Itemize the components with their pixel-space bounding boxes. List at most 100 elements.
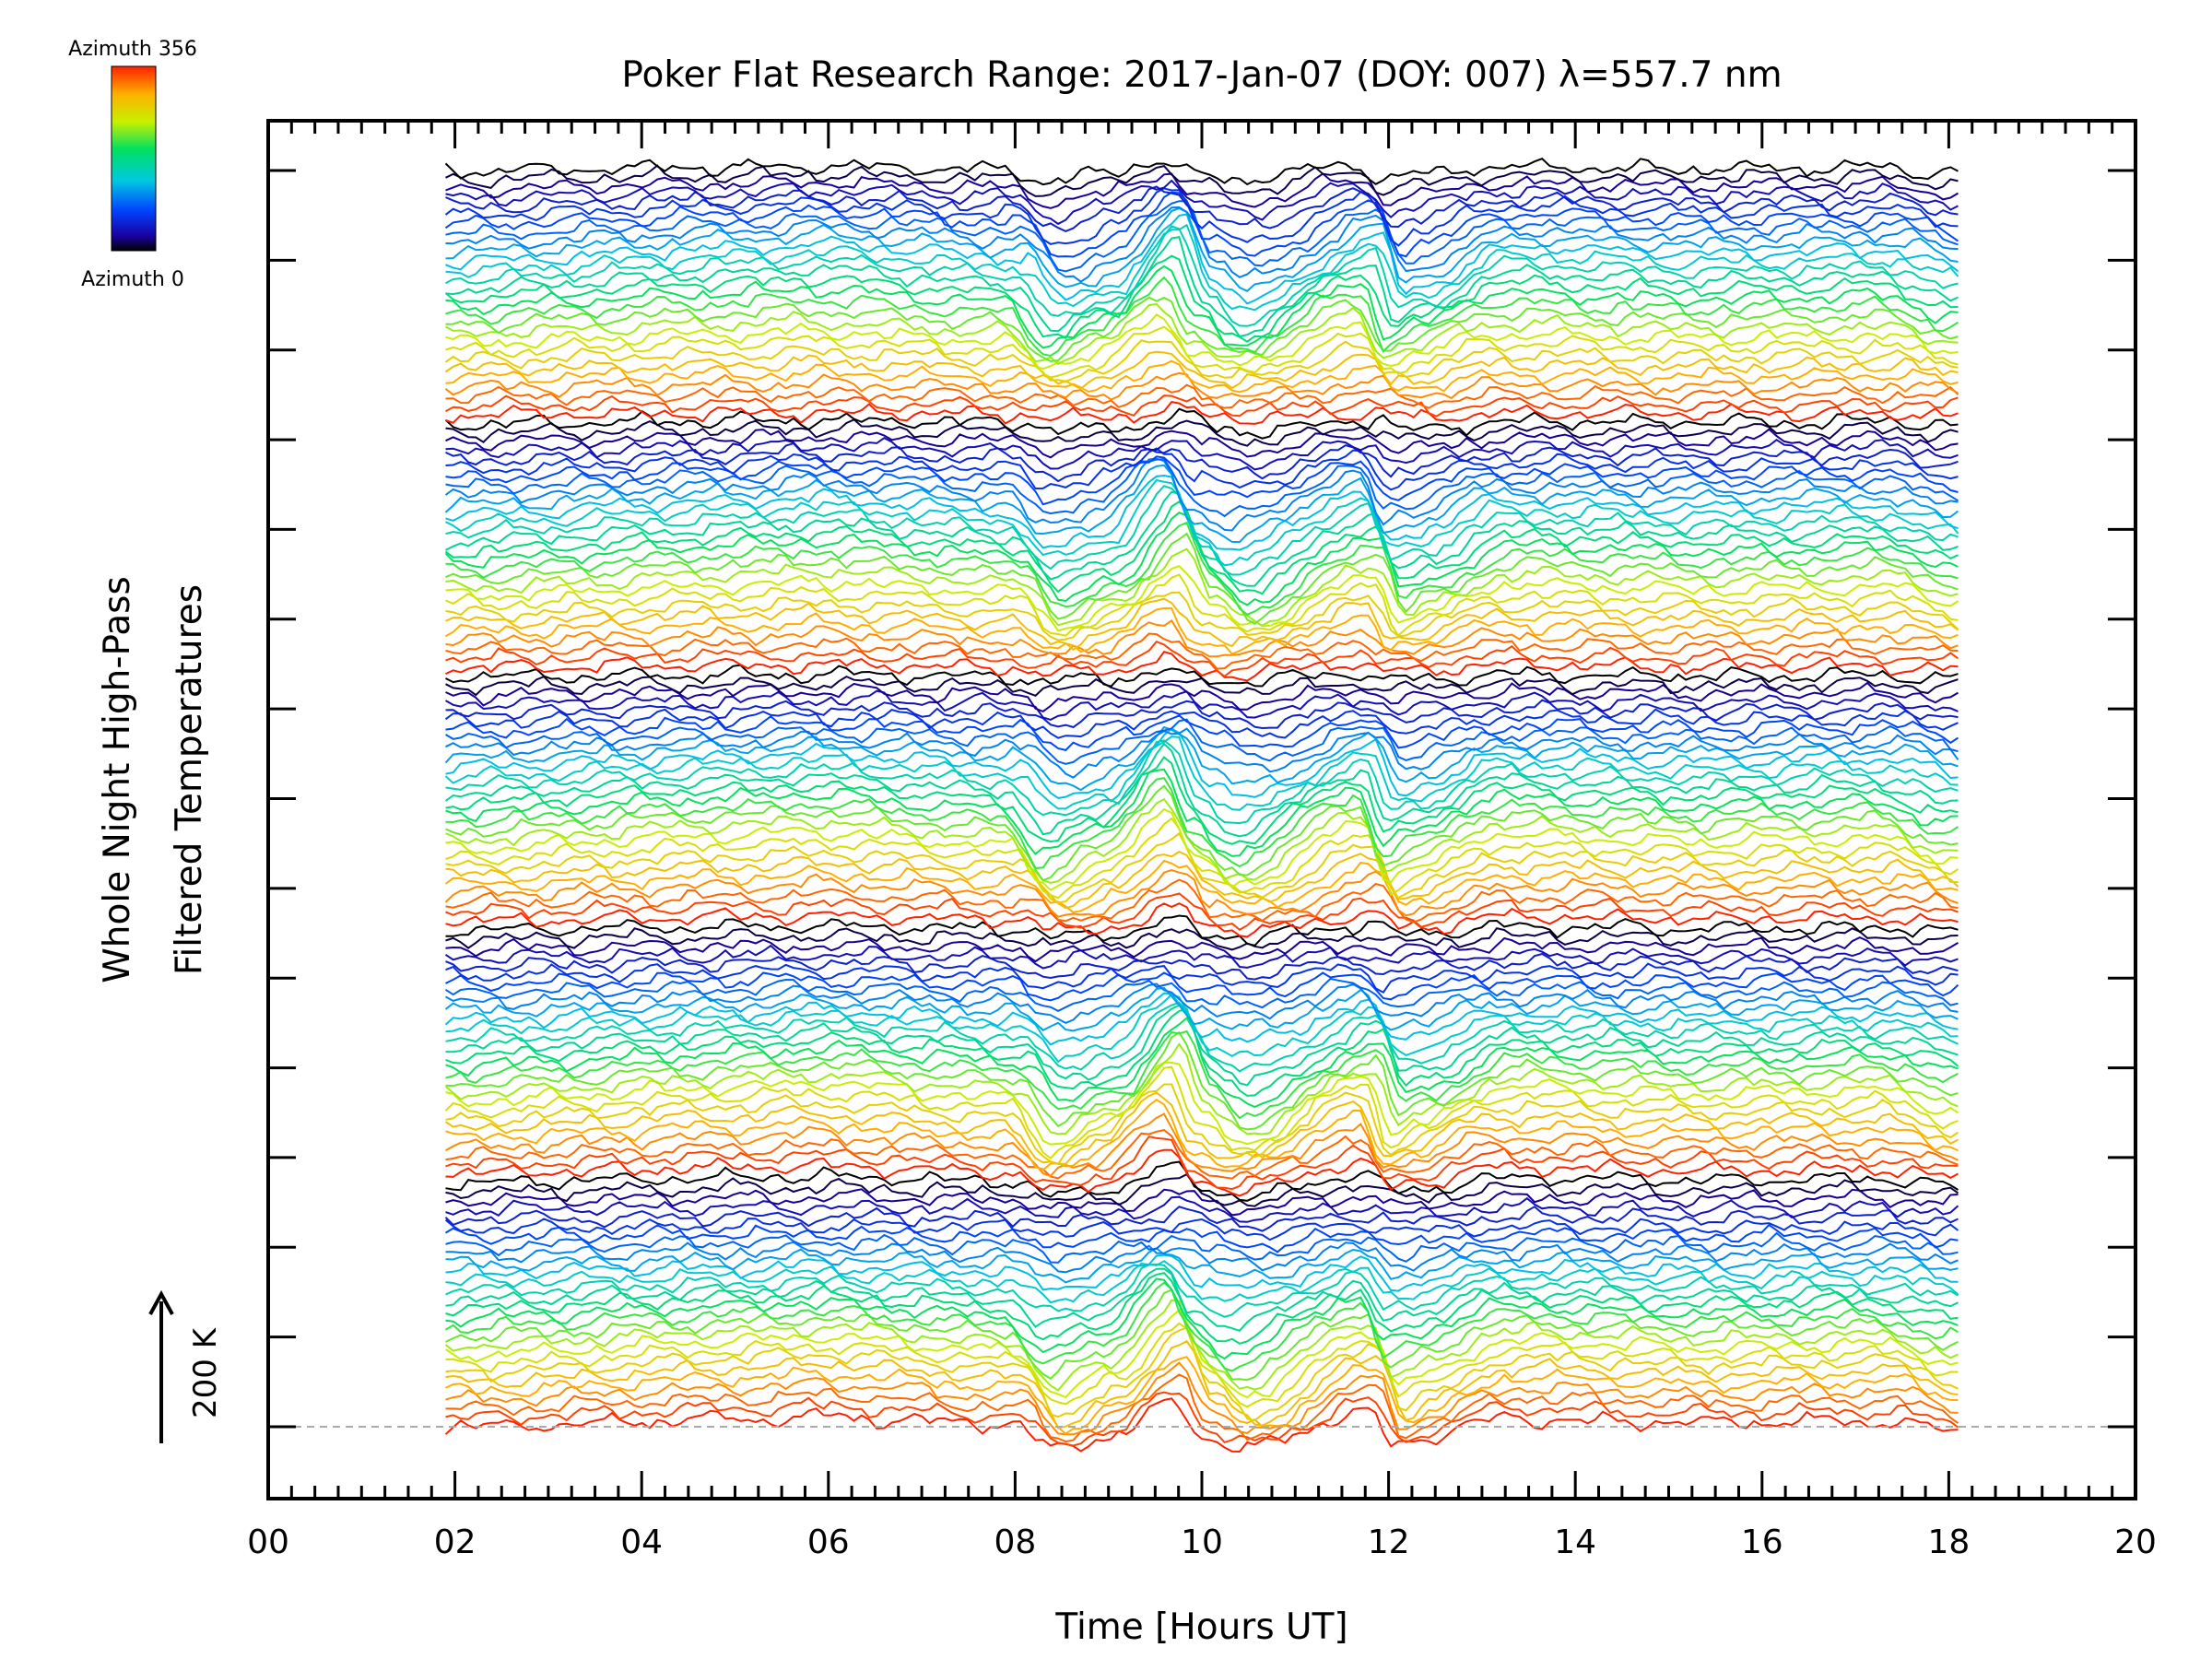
temperature-trace <box>444 457 1959 532</box>
temperature-trace <box>445 296 1959 363</box>
temperature-trace <box>445 164 1959 197</box>
temperature-trace <box>445 776 1959 869</box>
temperature-trace <box>444 187 1959 247</box>
temperature-trace <box>445 1356 1959 1435</box>
temperature-trace <box>445 651 1959 682</box>
temperature-trace <box>444 339 1959 382</box>
temperature-trace <box>445 401 1959 425</box>
temperature-trace <box>445 1247 1959 1284</box>
temperature-trace <box>445 1188 1959 1217</box>
temperature-trace <box>445 179 1959 226</box>
temperature-trace <box>445 1326 1959 1422</box>
colorbar-bottom-label: Azimuth 0 <box>81 268 184 291</box>
temperature-trace <box>444 512 1959 606</box>
colorbar <box>111 65 157 252</box>
temperature-trace <box>444 735 1959 811</box>
x-tick-label: 00 <box>247 1524 289 1561</box>
temperature-trace <box>445 458 1959 518</box>
temperature-trace <box>445 313 1959 371</box>
temperature-trace <box>444 725 1959 792</box>
temperature-trace <box>445 1061 1959 1146</box>
temperature-trace <box>445 478 1959 567</box>
temperature-trace <box>445 394 1959 418</box>
temperature-trace <box>445 474 1959 551</box>
temperature-trace <box>445 1322 1959 1408</box>
scale-bar-label: 200 K <box>187 1326 224 1418</box>
temperature-trace <box>445 1001 1959 1073</box>
temperature-trace <box>444 1065 1959 1160</box>
temperature-trace <box>444 1091 1959 1165</box>
temperature-trace <box>444 1299 1959 1392</box>
temperature-trace <box>445 756 1959 845</box>
temperature-trace <box>445 850 1959 910</box>
x-tick-label: 06 <box>807 1524 850 1561</box>
temperature-trace <box>445 699 1959 730</box>
temperature-traces <box>444 158 1959 1453</box>
temperature-trace <box>444 1206 1959 1232</box>
temperature-trace <box>445 982 1959 1025</box>
temperature-trace <box>445 681 1959 713</box>
temperature-trace <box>445 1260 1959 1304</box>
x-tick-label: 10 <box>1181 1524 1223 1561</box>
temperature-trace <box>445 490 1959 587</box>
temperature-trace <box>445 1391 1959 1447</box>
temperature-trace <box>445 1231 1959 1264</box>
x-tick-label: 16 <box>1741 1524 1783 1561</box>
temperature-trace <box>445 565 1959 632</box>
x-tick-label: 12 <box>1368 1524 1410 1561</box>
temperature-trace <box>445 206 1959 292</box>
temperature-trace <box>445 727 1959 779</box>
temperature-trace <box>444 742 1959 838</box>
temperature-trace <box>444 191 1959 258</box>
temperature-trace <box>445 1004 1959 1087</box>
temperature-trace <box>445 1361 1959 1436</box>
temperature-trace <box>445 383 1959 409</box>
temperature-trace <box>444 859 1959 913</box>
temperature-trace <box>445 1098 1959 1171</box>
temperature-trace <box>444 1218 1959 1241</box>
x-tick-label: 02 <box>434 1524 477 1561</box>
temperature-trace <box>445 727 1959 799</box>
temperature-trace <box>445 485 1959 576</box>
temperature-trace <box>445 325 1959 379</box>
temperature-trace <box>445 1253 1959 1292</box>
temperature-trace <box>445 1288 1959 1382</box>
temperature-trace <box>445 606 1959 655</box>
temperature-trace <box>444 986 1959 1032</box>
temperature-trace <box>444 977 1959 1013</box>
temperature-trace <box>445 784 1959 882</box>
temperature-trace <box>445 1241 1959 1274</box>
x-axis-label: Time [Hours UT] <box>1054 1606 1347 1648</box>
chart-title: Poker Flat Research Range: 2017-Jan-07 (… <box>621 54 1782 96</box>
y-axis-label-line2: Filtered Temperatures <box>169 584 210 975</box>
temperature-trace <box>445 302 1959 366</box>
temperature-trace <box>444 254 1959 343</box>
temperature-trace <box>445 641 1959 678</box>
temperature-trace <box>445 1172 1959 1207</box>
temperature-trace <box>445 878 1959 924</box>
temperature-trace <box>444 992 1959 1046</box>
temperature-trace <box>445 971 1959 1002</box>
colorbar-top-label: Azimuth 356 <box>68 38 197 61</box>
temperature-trace <box>445 1083 1959 1166</box>
temperature-trace <box>445 1016 1959 1109</box>
temperature-trace <box>444 464 1959 544</box>
temperature-trace <box>445 1160 1959 1202</box>
temperature-trace <box>444 1308 1959 1399</box>
x-tick-label: 04 <box>620 1524 663 1561</box>
temperature-trace <box>444 1223 1959 1253</box>
temperature-trace <box>445 265 1959 349</box>
temperature-trace <box>445 831 1959 904</box>
x-tick-label: 14 <box>1554 1524 1596 1561</box>
temperature-trace <box>445 618 1959 658</box>
x-tick-label: 18 <box>1927 1524 1970 1561</box>
temperature-trace <box>445 172 1959 209</box>
temperature-trace <box>445 1267 1959 1332</box>
plot-frame <box>266 119 2137 1500</box>
temperature-trace <box>445 714 1959 751</box>
temperature-trace <box>445 223 1959 312</box>
temperature-trace <box>445 962 1959 994</box>
temperature-trace <box>444 1397 1959 1453</box>
temperature-trace <box>444 158 1959 186</box>
temperature-trace <box>445 817 1959 900</box>
